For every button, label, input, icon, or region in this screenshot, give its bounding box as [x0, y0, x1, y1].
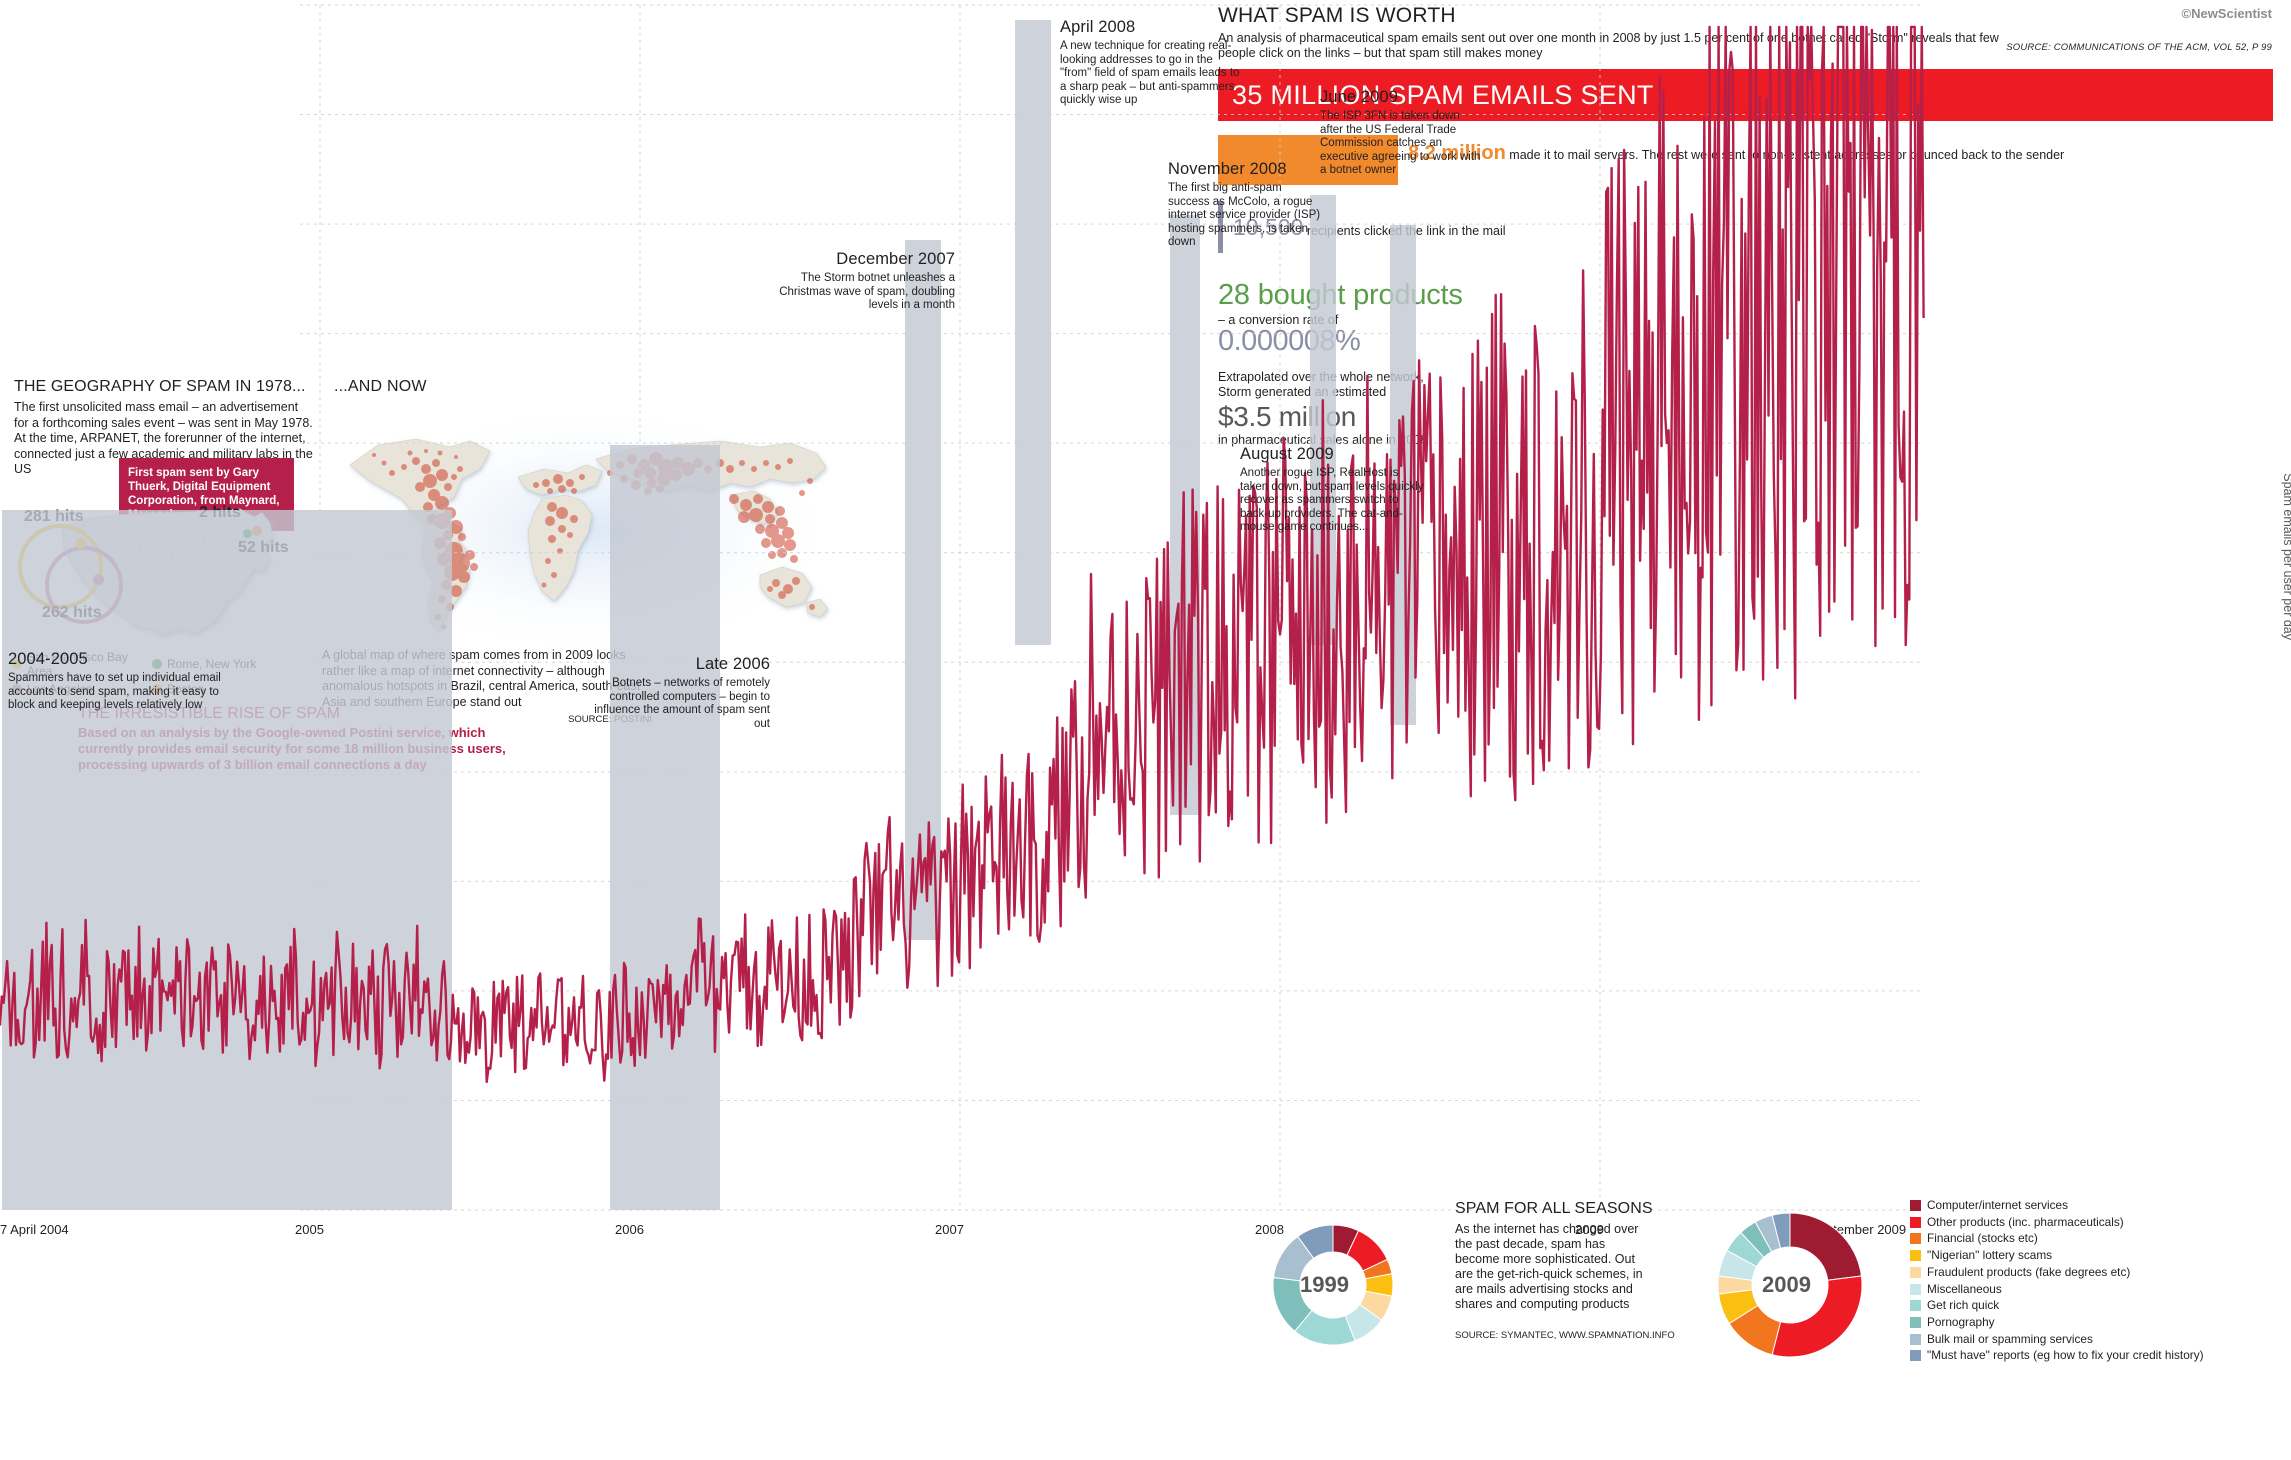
- pie-legend-swatch-icon: [1910, 1266, 1921, 1278]
- seasons-body: As the internet has changed over the pas…: [1455, 1222, 1643, 1311]
- chart-plot-area: [0, 4, 1925, 1211]
- pie-legend-item: Get rich quick: [1910, 1298, 2290, 1313]
- pie-legend-swatch-icon: [1910, 1283, 1921, 1295]
- pie-legend-label: Computer/internet services: [1927, 1198, 2068, 1212]
- pie-chart-2009: [1717, 1212, 1863, 1358]
- pie-legend-swatch-icon: [1910, 1200, 1921, 1211]
- annotation-heading: December 2007: [836, 250, 955, 268]
- annotation-2004-2005: 2004-2005 Spammers have to set up indivi…: [8, 650, 238, 713]
- annotation-body: Botnets – networks of remotely controlle…: [594, 677, 770, 730]
- annotation-aug-2009: August 2009 Another rogue ISP, RealHost …: [1240, 445, 1425, 535]
- y-axis-label: Spam emails per user per day: [2281, 473, 2291, 640]
- x-tick-label: 2008: [1255, 1222, 1284, 1237]
- delivered-bar: [1218, 135, 1398, 185]
- panel-source: SOURCE: COMMUNICATIONS OF THE ACM, VOL 5…: [2006, 42, 2272, 53]
- x-tick-label: 2005: [295, 1222, 324, 1237]
- pie-legend-swatch-icon: [1910, 1300, 1921, 1312]
- pie-year-1999: 1999: [1300, 1272, 1349, 1297]
- annotation-heading: April 2008: [1060, 18, 1136, 36]
- band-2004-2005: [2, 510, 452, 1210]
- delivered-row: 8.2 million made it to mail servers. The…: [1218, 121, 2278, 185]
- seasons-source: SOURCE: SYMANTEC, WWW.SPAMNATION.INFO: [1455, 1330, 1675, 1341]
- bought-subline: – a conversion rate of: [1218, 313, 1339, 327]
- pie-hole: [1752, 1247, 1828, 1323]
- annotation-heading: Late 2006: [695, 655, 770, 673]
- annotation-dec-2007: December 2007 The Storm botnet unleashes…: [755, 250, 955, 313]
- geography-body: The first unsolicited mass email – an ad…: [14, 400, 313, 476]
- annotation-nov-2008: November 2008 The first big anti-spam su…: [1168, 160, 1323, 250]
- pie-legend-label: Miscellaneous: [1927, 1281, 2002, 1296]
- newscientist-credit: ©NewScientist: [2181, 6, 2273, 21]
- pie-legend-label: Fraudulent products (fake degrees etc): [1927, 1264, 2131, 1279]
- annotation-body: Spammers have to set up individual email…: [8, 672, 221, 712]
- pie-hole: [1300, 1252, 1366, 1318]
- x-tick-label: 7 April 2004: [0, 1222, 69, 1237]
- pie-legend-swatch-icon: [1910, 1250, 1921, 1262]
- band-dec-2007: [905, 240, 941, 940]
- annotation-heading: June 2009: [1320, 88, 1398, 106]
- pie-legend-label: Get rich quick: [1927, 1298, 2000, 1313]
- pie-legend-swatch-icon: [1910, 1333, 1921, 1345]
- pie-legend: Computer/internet services Other products…: [1910, 1198, 2290, 1365]
- annotation-body: The Storm botnet unleashes a Christmas w…: [779, 272, 955, 312]
- bought-percentage: 0.000008%: [1218, 325, 1361, 357]
- clicked-value: 10,500: [1233, 213, 1304, 240]
- panel-subtitle: An analysis of pharmaceutical spam email…: [1218, 31, 1999, 60]
- pie-legend-label: "Must have" reports (eg how to fix your …: [1927, 1348, 2204, 1363]
- pie-legend-item: Computer/internet services: [1910, 1198, 2290, 1213]
- annotation-heading: 2004-2005: [8, 650, 88, 668]
- annotation-body: Another rogue ISP, RealHost is taken dow…: [1240, 467, 1424, 534]
- annotation-heading: August 2009: [1240, 445, 1334, 463]
- pie-legend-label: Bulk mail or spamming services: [1927, 1331, 2093, 1346]
- sent-bar-label: 35 MILLION SPAM EMAILS SENT: [1232, 79, 1654, 110]
- clicked-bar: [1218, 201, 1223, 253]
- pie-legend-label: Other products (inc. pharmaceuticals): [1927, 1214, 2124, 1229]
- pie-legend-item: Miscellaneous: [1910, 1282, 2290, 1297]
- pie-legend-item: Financial (stocks etc): [1910, 1231, 2290, 1246]
- seasons-title: SPAM FOR ALL SEASONS: [1455, 1200, 1653, 1217]
- pie-legend-swatch-icon: [1910, 1233, 1921, 1245]
- x-tick-label: 2006: [615, 1222, 644, 1237]
- band-late-2006: [610, 445, 720, 1210]
- pie-legend-item: "Must have" reports (eg how to fix your …: [1910, 1348, 2290, 1363]
- annotation-jun-2009: June 2009 The ISP 3FN is taken down afte…: [1320, 88, 1485, 178]
- annotation-apr-2008: April 2008 A new technique for creating …: [1060, 18, 1240, 108]
- spam-volume-chart: 0102030405060708090100110 Spam emails pe…: [0, 4, 2291, 1237]
- pie-legend-item: "Nigerian" lottery scams: [1910, 1248, 2290, 1263]
- pie-chart-1999: [1272, 1224, 1394, 1346]
- pie-legend-item: Other products (inc. pharmaceuticals): [1910, 1215, 2290, 1230]
- geography-1978-panel: THE GEOGRAPHY OF SPAM IN 1978... The fir…: [14, 378, 314, 478]
- band-apr-2008: [1015, 20, 1051, 645]
- pie-legend-swatch-icon: [1910, 1316, 1921, 1328]
- x-tick-label: 2007: [935, 1222, 964, 1237]
- delivered-value: 8.2 million: [1408, 141, 1506, 164]
- pie-legend-item: Fraudulent products (fake degrees etc): [1910, 1265, 2290, 1280]
- pie-legend-label: Financial (stocks etc): [1927, 1231, 2038, 1246]
- annotation-body: A new technique for creating real-lookin…: [1060, 40, 1240, 107]
- annotation-late-2006: Late 2006 Botnets – networks of remotely…: [580, 655, 770, 731]
- world-map-title: ...AND NOW: [334, 378, 427, 395]
- pie-legend-label: Pornography: [1927, 1314, 1995, 1329]
- annotation-body: The ISP 3FN is taken down after the US F…: [1320, 110, 1481, 177]
- pie-legend-item: Pornography: [1910, 1315, 2290, 1330]
- panel-title: WHAT SPAM IS WORTH: [1218, 4, 1456, 27]
- pie-year-2009: 2009: [1762, 1272, 1811, 1297]
- annotation-body: The first big anti-spam success as McCol…: [1168, 182, 1321, 249]
- pie-legend-item: Bulk mail or spamming services: [1910, 1332, 2290, 1347]
- pie-legend-swatch-icon: [1910, 1350, 1921, 1362]
- annotation-heading: November 2008: [1168, 160, 1287, 178]
- pie-legend-swatch-icon: [1910, 1216, 1921, 1228]
- sent-bar: 35 MILLION SPAM EMAILS SENT: [1218, 69, 2273, 121]
- geography-title: THE GEOGRAPHY OF SPAM IN 1978...: [14, 378, 306, 395]
- pie-legend-label: "Nigerian" lottery scams: [1927, 1248, 2053, 1263]
- x-tick-label: 2009: [1575, 1222, 1604, 1237]
- bought-heading: 28 bought products: [1218, 279, 1463, 311]
